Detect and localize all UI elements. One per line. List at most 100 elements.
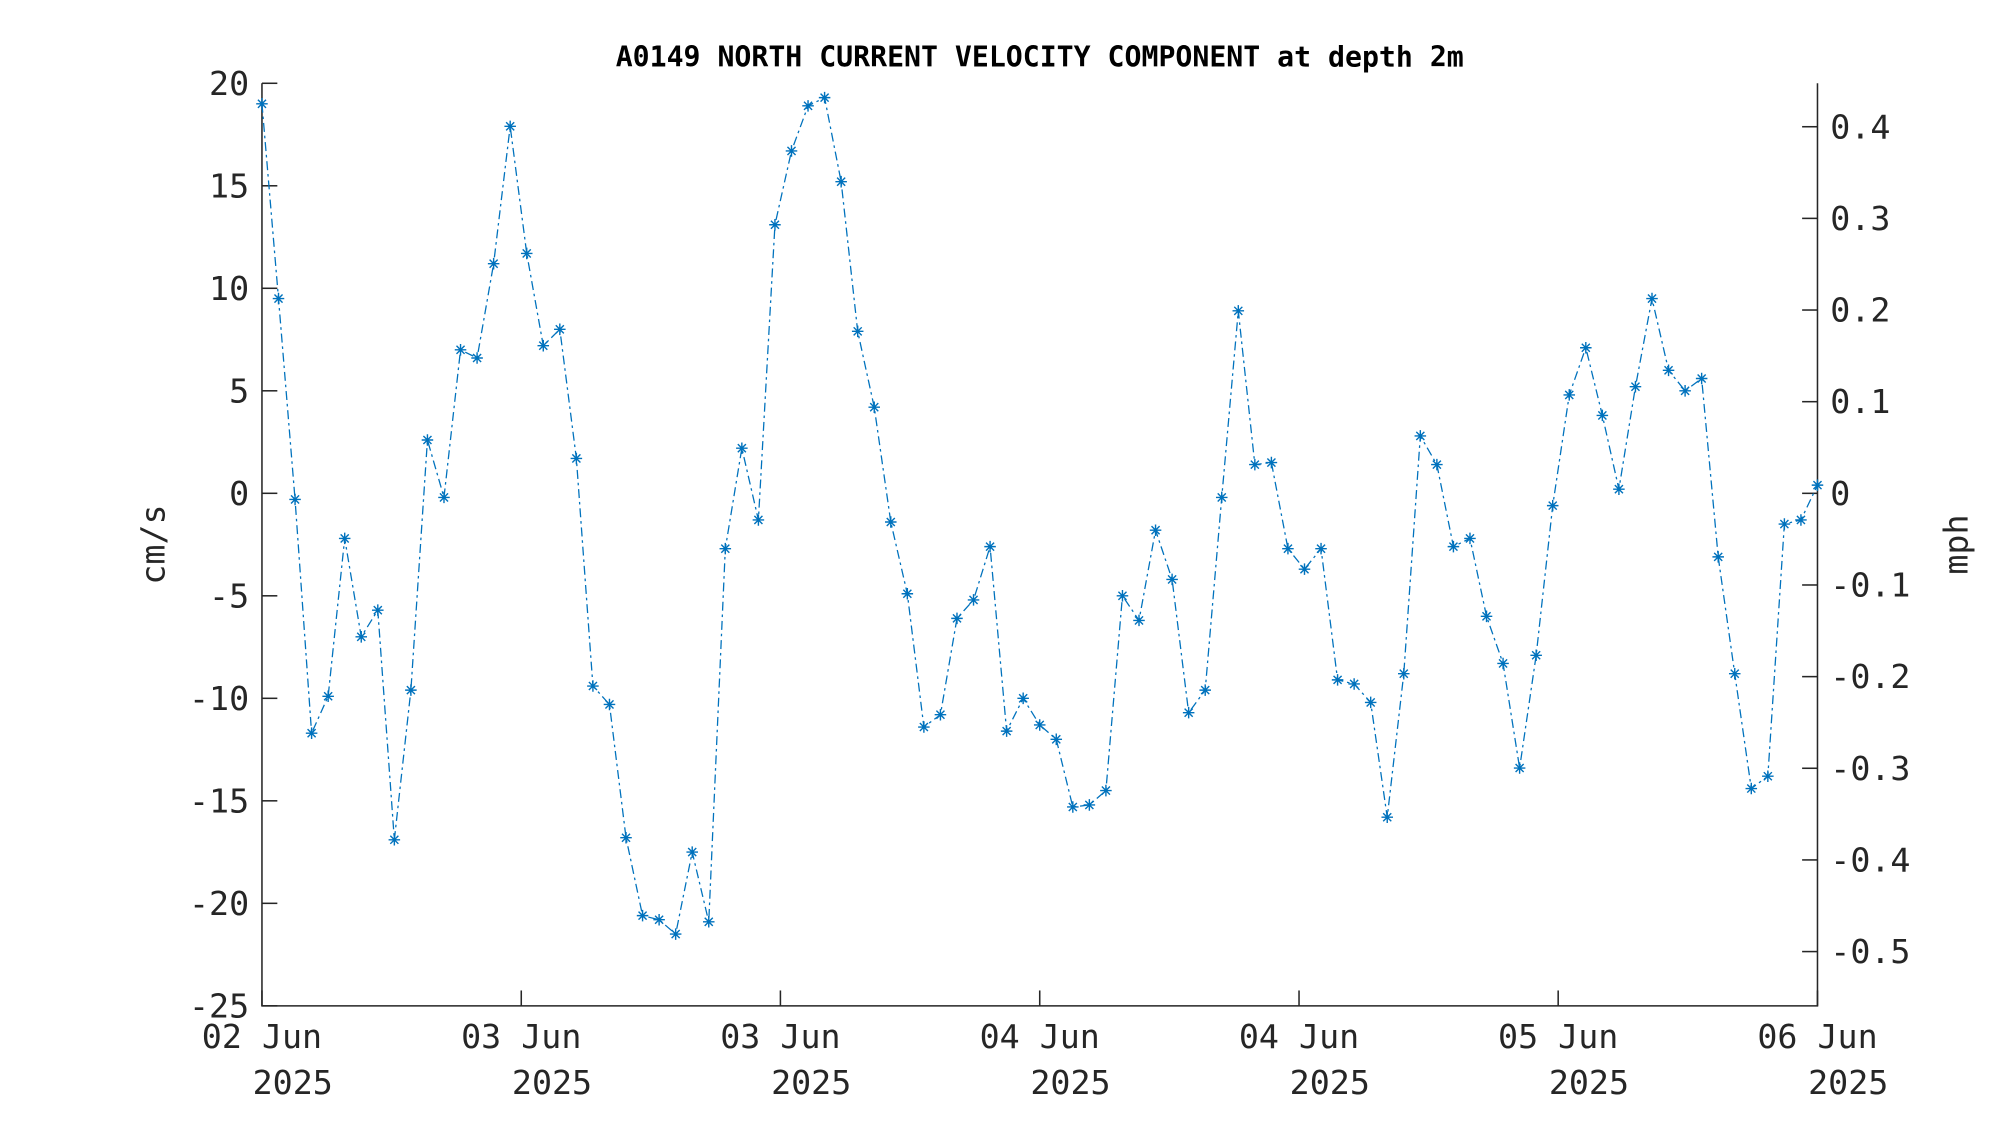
data-point bbox=[537, 339, 550, 352]
data-point bbox=[1331, 674, 1344, 686]
data-point bbox=[405, 684, 417, 696]
data-point bbox=[1315, 542, 1327, 555]
data-point bbox=[1017, 692, 1029, 705]
data-point bbox=[752, 514, 765, 526]
y-tick-label: -15 bbox=[189, 781, 249, 820]
y-axis-label: cm/s bbox=[134, 504, 173, 584]
data-point bbox=[1067, 801, 1079, 813]
data-point bbox=[1182, 706, 1195, 719]
data-point bbox=[984, 540, 996, 553]
data-point bbox=[471, 352, 483, 364]
y2-tick-label: 0.1 bbox=[1830, 382, 1890, 421]
data-point bbox=[1050, 733, 1063, 746]
data-point bbox=[1811, 479, 1824, 491]
y2-tick-label: 0.2 bbox=[1830, 291, 1890, 330]
data-point bbox=[686, 846, 698, 858]
x-tick-year: 2025 bbox=[512, 1063, 592, 1102]
data-point bbox=[256, 98, 268, 110]
data-point bbox=[1232, 305, 1245, 317]
data-point bbox=[1249, 458, 1261, 471]
y2-tick-label: 0.4 bbox=[1830, 107, 1890, 146]
data-point bbox=[289, 493, 301, 506]
data-point bbox=[1762, 770, 1774, 782]
data-point bbox=[885, 516, 897, 528]
data-point bbox=[1149, 524, 1162, 536]
data-point bbox=[967, 594, 980, 606]
x-tick-year: 2025 bbox=[1808, 1063, 1888, 1102]
data-point bbox=[1480, 610, 1493, 623]
data-point bbox=[1662, 364, 1675, 377]
data-point bbox=[1646, 292, 1658, 305]
x-tick-label: 02 Jun bbox=[202, 1017, 322, 1056]
y2-tick-label: -0.4 bbox=[1830, 840, 1910, 879]
data-point bbox=[421, 434, 434, 446]
data-point bbox=[1133, 614, 1145, 627]
data-point bbox=[305, 727, 318, 739]
data-point bbox=[653, 913, 665, 926]
data-point bbox=[1629, 380, 1642, 393]
data-point bbox=[520, 247, 533, 260]
data-point bbox=[322, 690, 334, 703]
y2-axis-label: mph bbox=[1936, 514, 1975, 574]
data-point bbox=[719, 542, 732, 555]
data-point bbox=[570, 452, 583, 465]
data-point bbox=[454, 344, 467, 356]
data-point bbox=[1166, 573, 1178, 586]
data-point bbox=[587, 680, 599, 692]
x-tick-label: 05 Jun bbox=[1498, 1017, 1618, 1056]
data-point bbox=[702, 916, 715, 928]
data-point bbox=[1513, 762, 1526, 774]
data-point bbox=[1033, 719, 1046, 731]
axes-frame bbox=[261, 83, 1819, 1007]
data-point bbox=[1215, 491, 1228, 504]
data-point bbox=[835, 175, 847, 188]
data-point bbox=[1381, 811, 1393, 823]
x-tick-year: 2025 bbox=[253, 1063, 333, 1102]
data-point bbox=[785, 145, 798, 157]
data-point bbox=[338, 532, 351, 545]
data-point bbox=[388, 834, 401, 846]
data-point bbox=[1414, 430, 1427, 442]
data-point bbox=[1282, 542, 1294, 555]
data-point bbox=[355, 631, 368, 643]
data-line bbox=[261, 96, 1819, 936]
y-tick-label: -25 bbox=[189, 986, 249, 1025]
data-point bbox=[1778, 518, 1791, 530]
x-tick-label: 03 Jun bbox=[461, 1017, 581, 1056]
data-point bbox=[1116, 590, 1129, 602]
data-point bbox=[1199, 684, 1211, 696]
chart-title: A0149 NORTH CURRENT VELOCITY COMPONENT a… bbox=[616, 41, 1464, 74]
data-point bbox=[736, 442, 748, 454]
data-point bbox=[901, 587, 914, 600]
data-point bbox=[487, 257, 500, 270]
data-point bbox=[1398, 667, 1410, 680]
x-tick-label: 04 Jun bbox=[980, 1017, 1100, 1056]
y-tick-label: 5 bbox=[229, 371, 249, 410]
y2-tick-label: -0.5 bbox=[1830, 932, 1910, 971]
data-point bbox=[620, 831, 632, 844]
data-point bbox=[1695, 372, 1708, 385]
data-point bbox=[1464, 532, 1476, 545]
data-point bbox=[1348, 678, 1360, 690]
x-tick-year: 2025 bbox=[1549, 1063, 1629, 1102]
data-point bbox=[1000, 725, 1013, 737]
data-point bbox=[1745, 782, 1758, 795]
y-tick-label: -20 bbox=[189, 884, 249, 923]
data-point bbox=[1613, 483, 1625, 495]
y-tick-label: 10 bbox=[209, 269, 249, 308]
data-point bbox=[868, 401, 881, 413]
x-tick-label: 04 Jun bbox=[1239, 1017, 1359, 1056]
x-tick-year: 2025 bbox=[771, 1063, 851, 1102]
data-point bbox=[1712, 551, 1724, 563]
y2-tick-label: -0.3 bbox=[1830, 749, 1910, 788]
data-point bbox=[769, 218, 781, 231]
y-tick-label: 0 bbox=[229, 474, 249, 513]
y-tick-label: 20 bbox=[209, 64, 249, 103]
y-tick-label: -5 bbox=[209, 576, 249, 615]
x-tick-year: 2025 bbox=[1290, 1063, 1370, 1102]
data-point bbox=[554, 323, 566, 336]
data-point bbox=[372, 604, 384, 616]
data-point bbox=[1563, 389, 1576, 401]
